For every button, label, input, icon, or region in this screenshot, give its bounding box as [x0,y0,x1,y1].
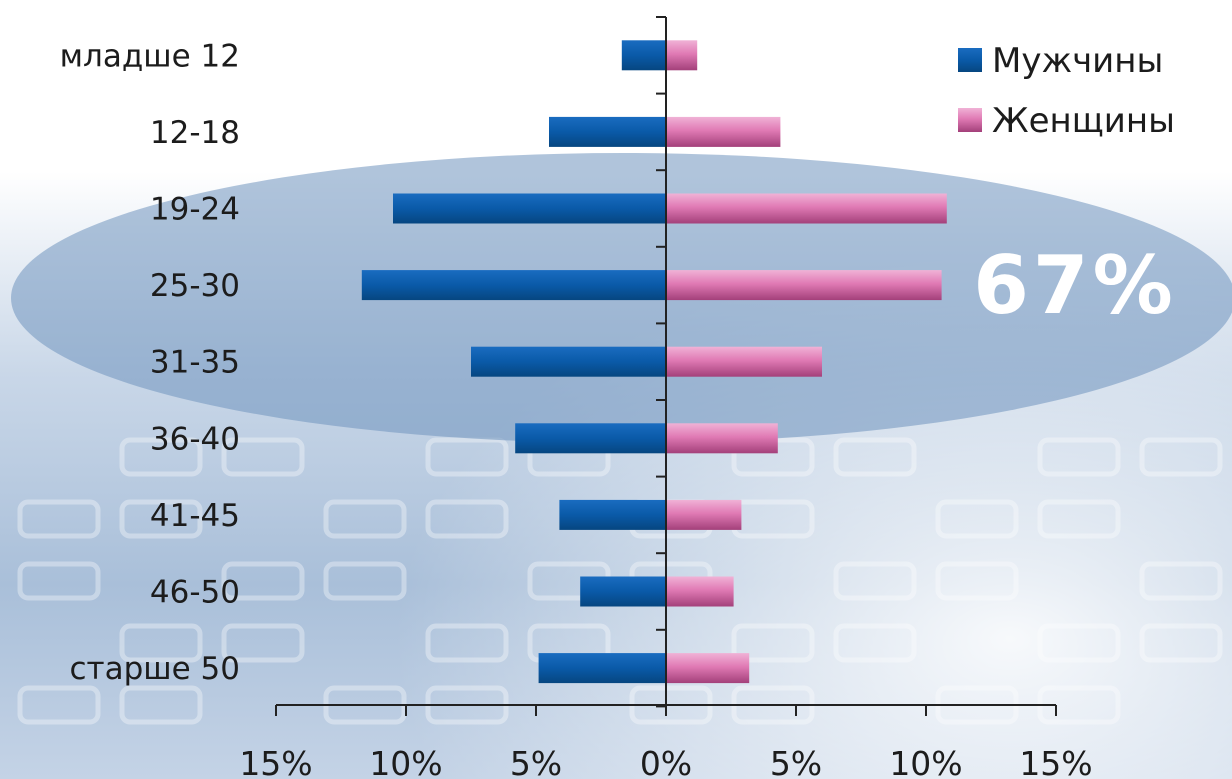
background-block [833,437,917,477]
background-block [221,561,305,601]
bar-men-3 [361,270,666,301]
background-block [731,623,815,663]
bar-men-8 [538,653,666,684]
background-block [1139,623,1223,663]
background-block [323,499,407,539]
bar-women-5 [666,423,778,454]
category-label-1: 12-18 [150,115,240,151]
axes [275,16,1057,716]
background-block [17,499,101,539]
x-tick-label-0: 15% [239,744,312,779]
background-block [119,685,203,725]
background-block [833,561,917,601]
x-tick-label-2: 5% [510,744,562,779]
legend-swatch-women [958,108,982,132]
category-label-5: 36-40 [150,421,240,457]
background-block [323,561,407,601]
bar-women-4 [666,346,822,377]
background-block [1139,437,1223,477]
category-label-4: 31-35 [150,345,240,381]
x-tick-label-6: 15% [1019,744,1092,779]
bar-women-7 [666,576,734,607]
bar-men-1 [549,116,666,147]
background-block [1037,499,1121,539]
category-labels: младше 12 12-18 19-24 25-30 31-35 36-40 41-45 4… [60,38,240,687]
bar-men-0 [621,40,666,71]
background-block [17,685,101,725]
x-tick-labels: 15% 10% 5% 0% 5% 10% 15% [239,744,1092,779]
x-tick-label-5: 10% [889,744,962,779]
background-block [1037,623,1121,663]
bar-men-4 [471,346,666,377]
bar-men-6 [559,499,666,530]
background-block [1037,437,1121,477]
x-tick-label-4: 5% [770,744,822,779]
bar-women-2 [666,193,947,224]
background-block [221,623,305,663]
x-tick-label-1: 10% [369,744,442,779]
category-label-0: младше 12 [60,38,240,74]
legend-label-men: Мужчины [992,41,1163,81]
background-block [119,437,203,477]
category-label-7: 46-50 [150,575,240,611]
background-block [221,437,305,477]
category-label-3: 25-30 [150,268,240,304]
legend-label-women: Женщины [992,101,1175,141]
background-block [833,623,917,663]
bar-women-1 [666,116,781,147]
bar-men-5 [515,423,666,454]
annotation-67-percent: 67% [973,239,1176,332]
background-block [17,561,101,601]
background-block [425,623,509,663]
legend-swatch-men [958,48,982,72]
x-tick-label-3: 0% [640,744,692,779]
background-block [1139,561,1223,601]
bar-women-3 [666,270,942,301]
bar-men-7 [580,576,666,607]
category-label-8: старше 50 [69,651,240,687]
background-block [119,499,203,539]
background-block [119,623,203,663]
bar-women-8 [666,653,750,684]
bar-men-2 [393,193,666,224]
bar-women-0 [666,40,698,71]
legend: Мужчины Женщины [958,41,1175,141]
background-block [425,437,509,477]
bar-women-6 [666,499,742,530]
background-block [935,499,1019,539]
category-label-6: 41-45 [150,498,240,534]
background-block [935,561,1019,601]
bars [361,40,947,684]
background-block [425,499,509,539]
category-label-2: 19-24 [150,192,240,228]
